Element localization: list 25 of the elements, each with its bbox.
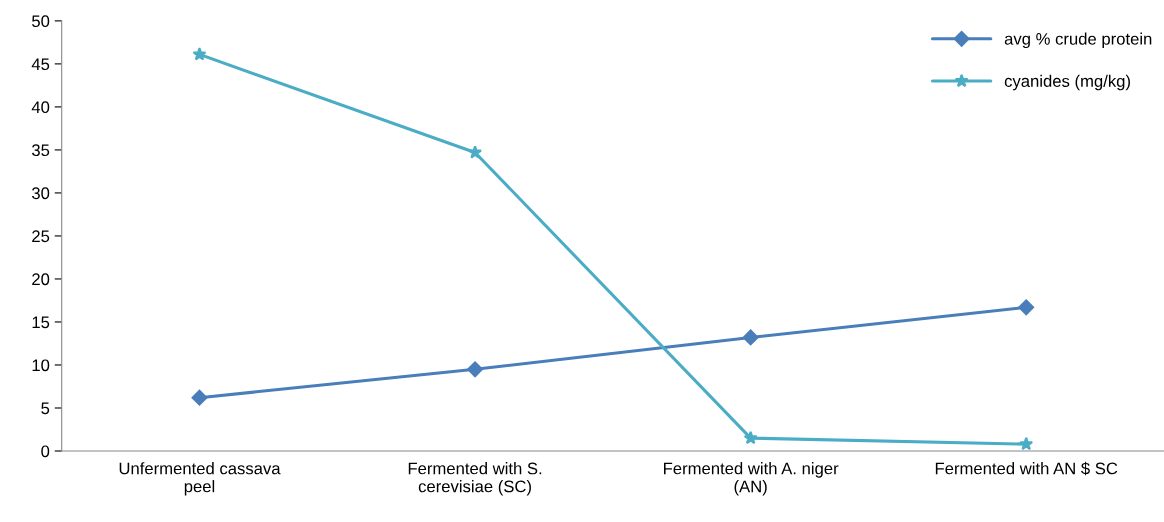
x-tick-label: Unfermented cassava peel: [119, 462, 281, 496]
y-tick-label: 10: [32, 359, 50, 372]
x-tick-label: Fermented with AN $ SC: [935, 461, 1118, 476]
y-tick-label: 30: [31, 187, 50, 200]
point: [191, 389, 208, 406]
y-tick-label: 50: [32, 15, 50, 28]
x-tick-label: Fermented with A. niger (AN): [664, 462, 839, 496]
legend-label: avg % crude protein: [1004, 32, 1152, 49]
point: [1018, 299, 1035, 316]
y-tick-label: 20: [32, 273, 50, 286]
y-tick-label: 40: [31, 101, 50, 114]
y-tick-label: 15: [32, 316, 50, 329]
y-tick-label: 0: [41, 445, 50, 458]
point: [192, 47, 207, 61]
legend-label: cyanides (mg/kg): [1004, 74, 1130, 91]
point: [742, 329, 759, 346]
point: [468, 145, 483, 159]
x-tick-label: Fermented with S. cerevisiae (SC): [408, 462, 542, 496]
point: [1019, 436, 1034, 451]
y-tick-label: 45: [31, 58, 50, 71]
y-tick-label: 25: [32, 230, 50, 243]
point: [467, 361, 483, 378]
point: [743, 430, 758, 445]
y-tick-label: 35: [31, 144, 50, 157]
y-tick-label: 5: [41, 402, 50, 415]
